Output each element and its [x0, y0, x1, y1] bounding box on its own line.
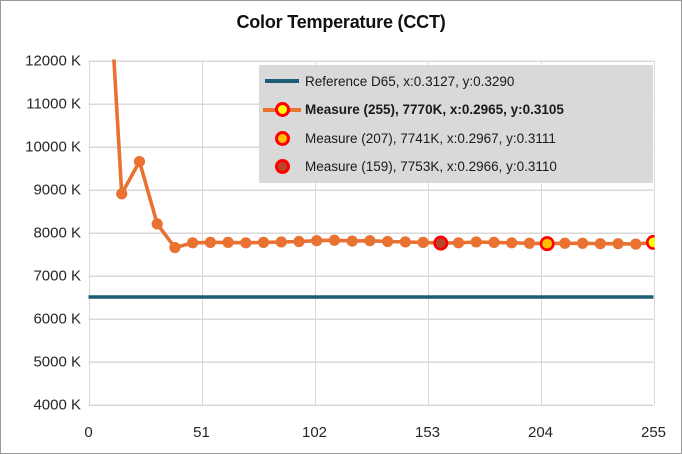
x-tick-label: 51	[193, 424, 210, 441]
data-point-marker	[328, 234, 341, 246]
data-point-marker	[240, 237, 252, 249]
data-point-marker	[364, 235, 376, 247]
y-tick-label: 8000 K	[33, 225, 81, 242]
measure-207-marker-icon	[259, 130, 305, 146]
x-tick-label: 153	[415, 424, 440, 441]
data-point-marker	[417, 236, 429, 248]
data-point-marker	[488, 236, 500, 248]
legend-item-reference-d65: Reference D65, x:0.3127, y:0.3290	[259, 67, 653, 95]
data-point-marker	[204, 236, 216, 248]
data-point-marker	[311, 235, 323, 247]
y-tick-label: 7000 K	[33, 268, 81, 285]
data-point-marker	[576, 237, 589, 249]
highlight-data-point-159	[433, 235, 449, 251]
highlight-data-point-255	[646, 234, 655, 250]
data-point-marker	[559, 237, 571, 249]
x-tick-label: 255	[641, 424, 666, 441]
y-tick-label: 4000 K	[33, 397, 81, 414]
data-point-marker	[382, 235, 394, 248]
legend-label: Measure (255), 7770K, x:0.2965, y:0.3105	[305, 102, 564, 118]
data-point-marker	[257, 236, 270, 248]
measure-series	[112, 59, 655, 254]
data-point-marker	[612, 238, 624, 250]
y-tick-label: 10000 K	[25, 139, 81, 156]
data-point-marker	[452, 237, 465, 249]
data-point-marker	[399, 236, 411, 248]
data-point-marker	[346, 235, 358, 247]
legend-item-measure-159: Measure (159), 7753K, x:0.2966, y:0.3110	[259, 153, 653, 181]
measure-159-marker-icon	[259, 159, 305, 175]
legend-label: Measure (207), 7741K, x:0.2967, y:0.3111	[305, 130, 556, 146]
data-point-marker	[133, 155, 146, 168]
data-point-marker	[187, 237, 199, 249]
legend-item-measure-207: Measure (207), 7741K, x:0.2967, y:0.3111	[259, 124, 653, 152]
x-tick-label: 0	[84, 424, 92, 441]
legend-label: Measure (159), 7753K, x:0.2966, y:0.3110	[305, 159, 557, 175]
data-point-marker	[275, 236, 287, 248]
data-point-marker	[116, 188, 128, 200]
data-point-marker	[151, 218, 163, 230]
data-point-marker	[630, 238, 642, 250]
y-tick-label: 6000 K	[33, 311, 81, 328]
data-point-marker	[594, 238, 606, 250]
measure-255-marker-icon	[259, 102, 305, 118]
highlight-data-point-207	[539, 236, 555, 252]
legend-label: Reference D65, x:0.3127, y:0.3290	[305, 73, 515, 89]
y-tick-label: 12000 K	[25, 53, 81, 70]
data-point-marker	[470, 236, 482, 248]
chart-legend: Reference D65, x:0.3127, y:0.3290 Measur…	[259, 65, 653, 183]
x-tick-label: 102	[302, 424, 327, 441]
data-point-marker	[293, 235, 305, 248]
reference-line-icon	[259, 79, 305, 84]
legend-item-measure-255: Measure (255), 7770K, x:0.2965, y:0.3105	[259, 96, 653, 124]
data-point-marker	[169, 241, 181, 254]
chart-title: Color Temperature (CCT)	[236, 12, 446, 32]
data-point-marker	[523, 237, 536, 249]
data-point-marker	[506, 237, 518, 249]
data-point-marker	[222, 236, 234, 248]
y-tick-label: 11000 K	[26, 96, 81, 113]
x-tick-label: 204	[528, 424, 553, 441]
y-tick-label: 5000 K	[33, 354, 81, 371]
y-tick-label: 9000 K	[33, 182, 81, 199]
axis-tick-labels: 4000 K 5000 K 6000 K 7000 K 8000 K 9000 K 1000…	[25, 53, 666, 442]
